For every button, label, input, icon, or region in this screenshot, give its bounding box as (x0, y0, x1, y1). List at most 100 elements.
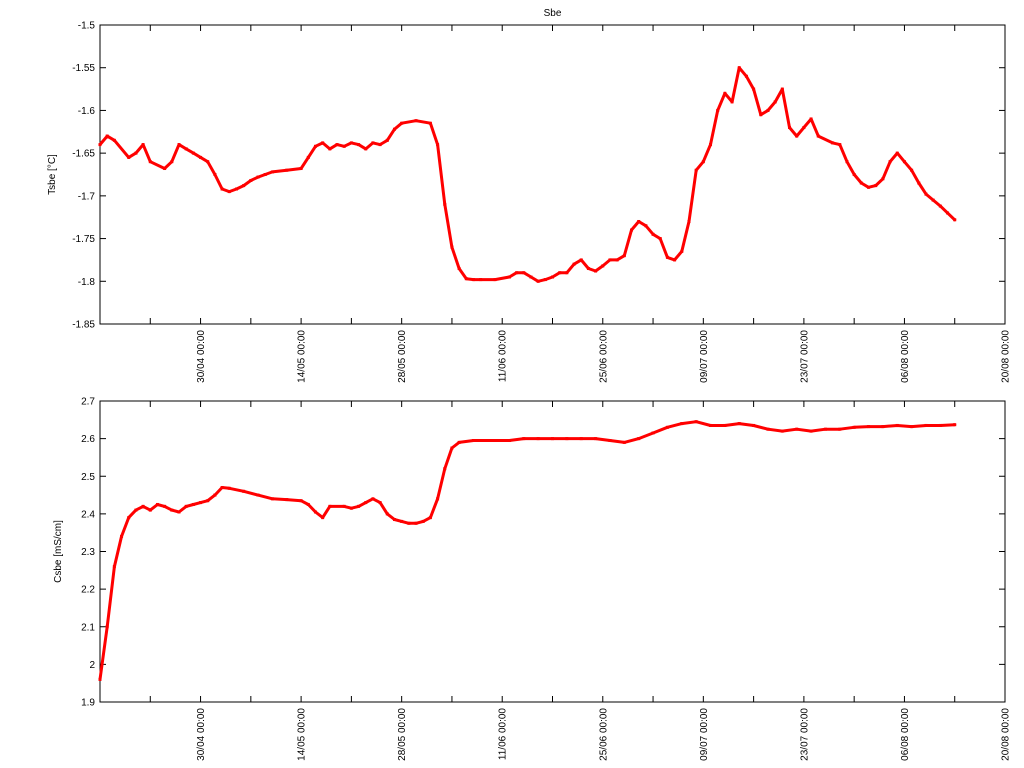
data-point (421, 519, 425, 523)
data-point (134, 508, 138, 512)
x-tick-label: 06/08 00:00 (900, 330, 911, 383)
data-point (565, 271, 569, 275)
data-point (407, 521, 411, 525)
data-point (270, 170, 274, 174)
data-point (867, 425, 871, 429)
data-point (888, 160, 892, 164)
data-point (177, 143, 181, 147)
data-point (414, 119, 418, 123)
data-point (242, 489, 246, 493)
data-point (443, 202, 447, 206)
data-point (752, 87, 756, 91)
data-point (579, 437, 583, 441)
data-point (112, 138, 116, 142)
x-tick-label: 09/07 00:00 (699, 330, 710, 383)
data-point (594, 269, 598, 273)
data-point (809, 117, 813, 121)
y-tick-label: 2 (89, 660, 95, 671)
data-point (687, 219, 691, 223)
data-point (328, 147, 332, 151)
y-tick-label: -1.65 (72, 149, 95, 160)
data-point (938, 204, 942, 208)
x-tick-label: 25/06 00:00 (598, 330, 609, 383)
data-point (881, 177, 885, 181)
data-point (141, 143, 145, 147)
data-point (342, 144, 346, 148)
data-point (838, 427, 842, 431)
y-tick-label: 2.4 (81, 509, 95, 520)
data-point (464, 277, 468, 281)
data-point (191, 502, 195, 506)
y-tick-label: -1.55 (72, 63, 95, 74)
y-axis-label: Tsbe [°C] (47, 154, 58, 195)
y-tick-label: 2.6 (81, 434, 95, 445)
data-point (371, 141, 375, 145)
data-point (220, 187, 224, 191)
data-point (845, 160, 849, 164)
data-point (910, 168, 914, 172)
data-point (191, 151, 195, 155)
data-point (759, 113, 763, 117)
data-point (766, 108, 770, 112)
x-tick-label: 30/04 00:00 (196, 330, 207, 383)
data-point (551, 275, 554, 279)
data-point (285, 498, 289, 502)
data-point (795, 427, 799, 431)
data-point (471, 439, 475, 443)
data-point (709, 143, 713, 147)
data-point (450, 245, 454, 249)
data-point (256, 493, 260, 497)
data-point (349, 141, 353, 145)
data-point (852, 425, 856, 429)
x-tick-label: 20/08 00:00 (1001, 330, 1012, 383)
data-point (522, 271, 526, 275)
data-point (780, 87, 784, 91)
data-point (608, 258, 612, 262)
data-point (443, 467, 447, 471)
data-point (349, 506, 353, 510)
data-point (177, 510, 181, 514)
data-point (881, 425, 885, 429)
data-point (105, 625, 109, 629)
x-tick-label: 14/05 00:00 (297, 330, 308, 383)
data-point (148, 160, 152, 164)
data-point (522, 437, 526, 441)
data-point (321, 141, 325, 145)
data-point (184, 147, 188, 151)
data-point (364, 501, 368, 505)
data-point (665, 255, 669, 259)
x-tick-label: 11/06 00:00 (498, 708, 509, 761)
data-point (199, 501, 203, 505)
data-point (471, 278, 475, 282)
y-tick-label: -1.75 (72, 234, 95, 245)
data-point (651, 431, 655, 435)
data-point (601, 264, 605, 268)
data-point (371, 497, 375, 501)
data-point (823, 427, 827, 431)
data-point (357, 143, 361, 147)
data-point (859, 181, 863, 185)
data-point (457, 266, 461, 270)
data-point (141, 504, 145, 508)
data-point (270, 497, 274, 501)
data-point (328, 504, 332, 508)
data-point (105, 134, 109, 138)
data-point (946, 211, 950, 215)
data-point (752, 423, 756, 427)
data-point (536, 437, 540, 441)
data-point (766, 427, 770, 431)
data-point (112, 565, 116, 569)
data-point (335, 143, 339, 147)
data-point (673, 258, 677, 262)
data-point (507, 275, 511, 279)
data-point (651, 232, 655, 236)
y-tick-label: 2.2 (81, 585, 95, 596)
x-tick-label: 20/08 00:00 (1001, 708, 1012, 761)
data-point (98, 143, 102, 147)
temperature-panel: Sbe -1.85 -1.8 -1.75 -1.7 -1.65 -1.6 -1.55 -1.5 3… (47, 8, 1012, 383)
data-point (931, 198, 935, 202)
plot-frame (99, 400, 1006, 703)
data-point (773, 100, 777, 104)
data-point (730, 100, 734, 104)
